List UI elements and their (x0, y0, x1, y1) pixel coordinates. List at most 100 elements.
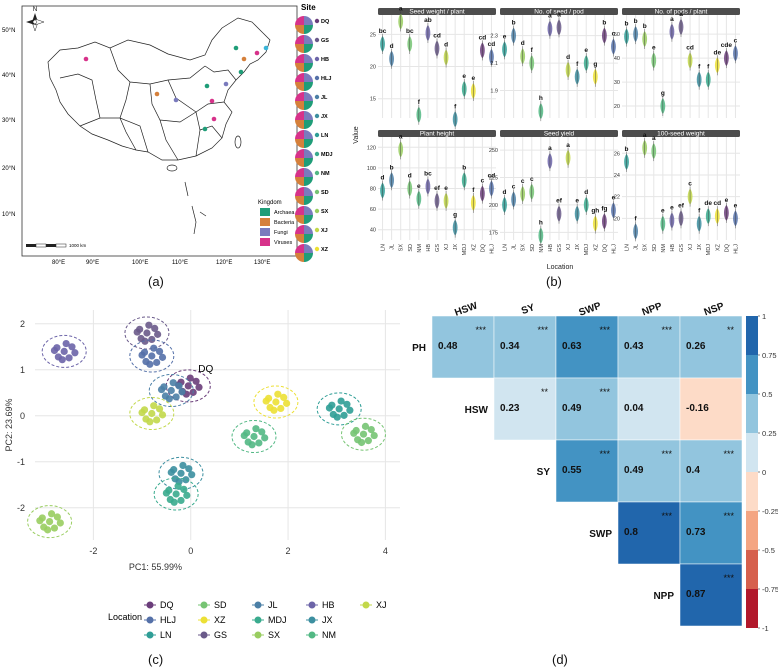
site-marker-nm[interactable] (204, 83, 210, 89)
significance-letter: c (481, 178, 485, 185)
confidence-ellipse (231, 420, 277, 453)
site-legend-label: HB (321, 57, 329, 63)
pca-point (357, 438, 366, 447)
legend-label: HB (322, 600, 335, 610)
legend-label: XZ (214, 615, 226, 625)
significance-letter: a (548, 13, 552, 20)
colorbar-tick-label: -1 (762, 624, 769, 633)
significance-letter: e (417, 183, 421, 190)
significance-letter: f (698, 208, 701, 215)
kingdom-legend-title: Kingdom (258, 200, 282, 206)
y-tick-label: 200 (489, 203, 498, 209)
pca-point (261, 434, 269, 442)
significance-letter: e (652, 45, 656, 52)
x-tick-label: XJ (444, 244, 450, 251)
kingdom-swatch (260, 228, 270, 236)
legend-key (146, 616, 154, 624)
pca-point (150, 344, 158, 352)
legend-key (200, 601, 208, 609)
lat-label: 50°N (2, 28, 15, 34)
site-pie-icon (295, 130, 313, 148)
significance-stars: ** (727, 325, 735, 335)
pca-point (46, 518, 54, 526)
kingdom-legend-label: Fungi (274, 230, 288, 236)
significance-letter: h (539, 95, 543, 102)
heatmap-cell (617, 439, 681, 503)
y-axis-title: Value (353, 126, 360, 143)
significance-letter: c (521, 178, 525, 185)
pca-group (124, 316, 170, 350)
facet-title: Seed weight / plant (409, 9, 464, 16)
legend-label: JX (322, 615, 333, 625)
pca-point (148, 352, 156, 360)
colorbar-tick-label: 0.5 (762, 390, 772, 399)
pca-point (183, 491, 191, 499)
pca-point (333, 413, 341, 421)
pca-point (153, 358, 161, 367)
site-marker-sd[interactable] (223, 81, 229, 87)
significance-letter: f (454, 103, 457, 110)
site-legend-title: Site (301, 3, 316, 12)
correlation-value: 0.43 (624, 341, 644, 352)
site-legend-dot (314, 246, 320, 252)
site-marker-hlj[interactable] (233, 45, 239, 51)
heatmap-cell (679, 501, 743, 565)
correlation-value: 0.87 (686, 589, 706, 600)
significance-letter: f (635, 215, 638, 222)
facet-title: No. of pods / plant (655, 9, 708, 16)
pca-point (262, 397, 270, 405)
heatmap-cell (679, 439, 743, 503)
pca-point (170, 498, 178, 506)
site-marker-xz[interactable] (202, 126, 208, 132)
site-marker-dq[interactable] (254, 50, 260, 56)
lon-label: 110°E (172, 260, 188, 266)
site-marker-jl[interactable] (241, 56, 247, 62)
pca-point (343, 400, 351, 408)
pca-group (253, 385, 299, 419)
pca-point (186, 374, 194, 382)
significance-stars: ** (541, 387, 549, 397)
legend-key (254, 601, 262, 609)
facet-panel: Plant height 40 60 80 100 120 d LN b JL a SX d SD e NM b… (367, 130, 496, 255)
pca-group (27, 505, 73, 539)
pca-point (158, 411, 167, 419)
legend-key (146, 601, 154, 609)
pca-point (169, 379, 177, 387)
kingdom-swatch (260, 208, 270, 216)
colorbar-tick-label: 1 (762, 312, 766, 321)
significance-letter: b (462, 164, 466, 171)
correlation-value: -0.16 (686, 403, 709, 414)
pca-point (68, 343, 76, 351)
site-marker-ln[interactable] (238, 69, 244, 75)
legend-key (200, 616, 208, 624)
colorbar: 1 0.75 0.5 0.25 0 -0.25 -0.5 -0.75 -1 (746, 312, 778, 633)
x-tick-label: NM (539, 244, 545, 253)
pca-point (154, 330, 162, 338)
site-marker-jx[interactable] (211, 116, 217, 122)
site-marker-sx[interactable] (173, 97, 179, 103)
site-marker-mdj[interactable] (263, 45, 269, 51)
legend-label: DQ (160, 600, 174, 610)
y-tick-label: -1 (17, 457, 25, 467)
x-tick-label: SX (521, 244, 527, 252)
pca-point (167, 468, 175, 476)
pca-point (50, 346, 59, 355)
significance-letter: cde (721, 42, 733, 49)
heatmap-cell (555, 377, 619, 441)
x-tick-label: MDJ (706, 244, 712, 256)
significance-letter: bc (379, 28, 387, 35)
significance-letter: d (503, 189, 507, 196)
confidence-ellipse (129, 397, 175, 430)
x-tick-label: JL (512, 244, 518, 250)
site-marker-hb[interactable] (209, 98, 215, 104)
x-tick-label: XZ (471, 243, 477, 251)
site-marker-gs[interactable] (154, 91, 160, 97)
pca-point (158, 353, 167, 361)
pca-point (157, 385, 166, 394)
site-marker-xj[interactable] (83, 56, 89, 62)
x-tick-label: DQ (602, 243, 608, 252)
significance-letter: a (670, 16, 674, 23)
pca-group (41, 334, 87, 368)
